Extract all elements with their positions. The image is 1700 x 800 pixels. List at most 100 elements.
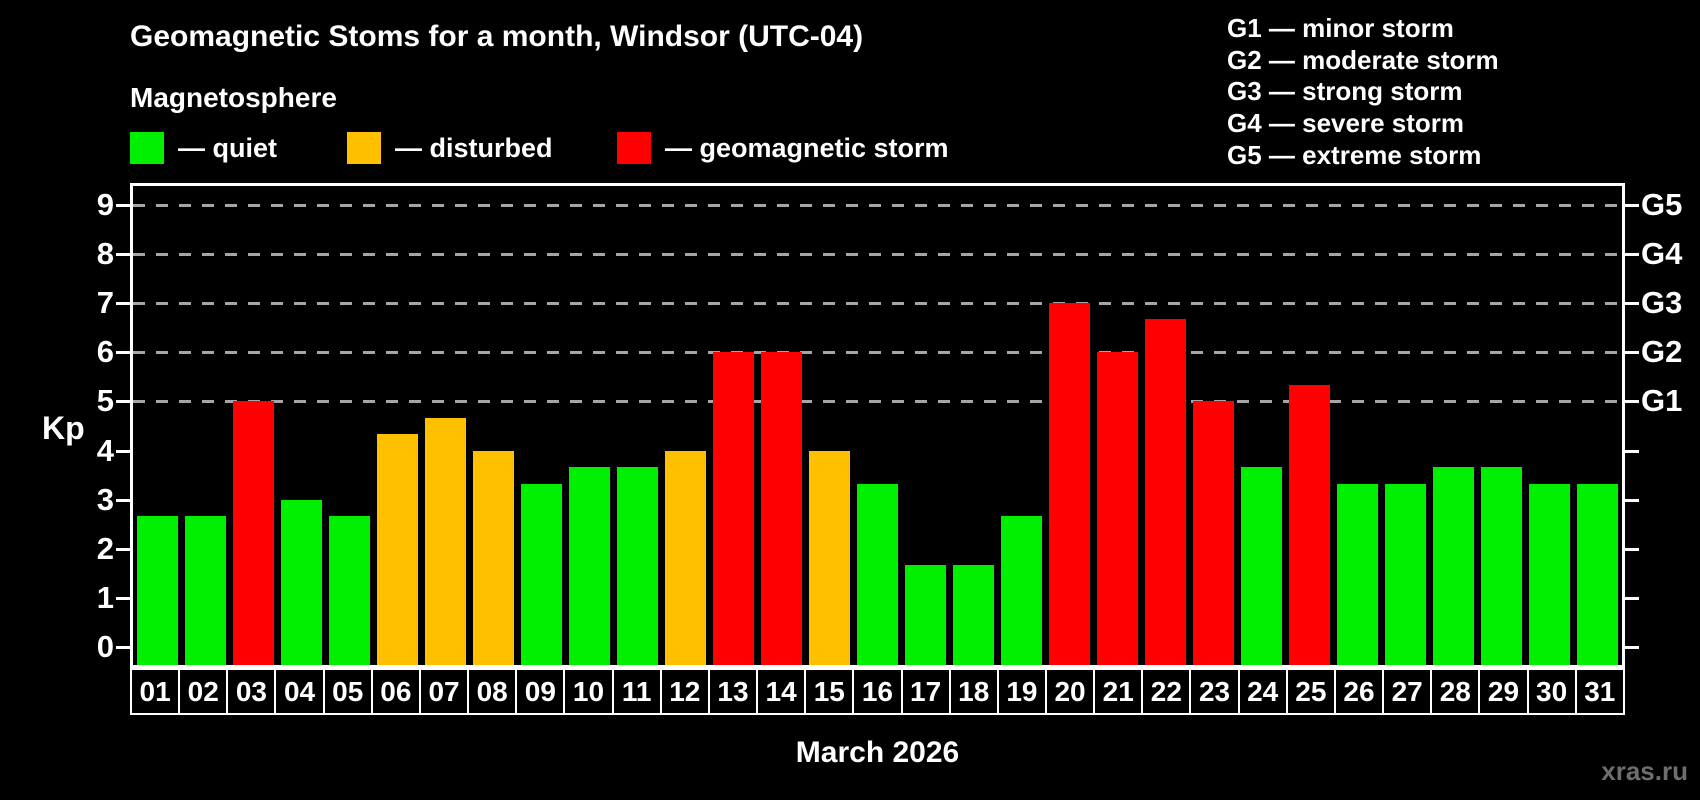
disturbed-color-swatch [347,132,381,164]
day-label-13: 13 [709,670,759,713]
day-label-11: 11 [613,670,662,713]
day-label-26: 26 [1335,670,1385,713]
y-tick-label-6: 6 [96,334,114,370]
day-label-04: 04 [276,670,325,713]
y-tick-label-0: 0 [96,629,114,665]
day-label-27: 27 [1384,670,1433,713]
left-axis-tick-8 [116,252,130,256]
legend-storm-label: — geomagnetic storm [665,132,949,163]
bar-day-25 [1289,385,1331,665]
day-label-10: 10 [565,670,614,713]
right-axis-tick-4 [1625,449,1639,453]
right-axis-tick-7 [1625,302,1639,306]
bar-day-10 [568,466,610,665]
day-label-08: 08 [469,670,518,713]
bar-day-27 [1385,483,1427,665]
day-label-20: 20 [1046,670,1096,713]
bar-day-28 [1433,466,1475,665]
x-axis-title: March 2026 [795,736,960,769]
right-axis-tick-5 [1625,400,1639,404]
day-label-29: 29 [1480,670,1529,713]
bar-day-21 [1097,352,1139,665]
day-label-02: 02 [180,670,229,713]
right-axis-label-g1: G1 [1641,383,1683,419]
left-axis-tick-6 [116,351,130,355]
day-label-22: 22 [1143,670,1192,713]
y-tick-label-5: 5 [96,383,114,419]
bar-day-13 [712,352,754,665]
bar-day-20 [1049,303,1091,665]
y-tick-label-8: 8 [96,235,114,271]
day-label-28: 28 [1432,670,1481,713]
y-tick-label-4: 4 [96,432,114,468]
right-axis-tick-6 [1625,351,1639,355]
bar-day-26 [1337,483,1379,665]
bar-day-07 [424,417,466,665]
day-label-12: 12 [661,670,710,713]
left-axis-tick-7 [116,302,130,306]
left-axis-tick-9 [116,203,130,207]
g-legend-line-g5: G5 — extreme storm [1227,139,1482,170]
day-label-23: 23 [1191,670,1240,713]
day-label-05: 05 [324,670,373,713]
bar-day-29 [1481,466,1523,665]
right-axis-label-g5: G5 [1641,186,1683,222]
legend-item-storm: — geomagnetic storm [617,131,949,165]
day-label-21: 21 [1095,670,1144,713]
y-tick-label-9: 9 [96,186,114,222]
bar-day-12 [664,450,706,665]
left-axis-tick-0 [116,646,130,650]
right-axis-label-g2: G2 [1641,334,1683,370]
left-axis-tick-3 [116,498,130,502]
g-legend-line-g3: G3 — strong storm [1227,76,1463,107]
left-axis-tick-2 [116,547,130,551]
day-label-01: 01 [132,670,181,713]
bar-day-05 [328,516,370,665]
day-label-31: 31 [1576,670,1623,713]
gridline-kp5 [133,400,1622,404]
legend-item-disturbed: — disturbed [347,131,553,165]
bar-day-24 [1241,466,1283,665]
bar-day-09 [520,483,562,665]
day-label-07: 07 [420,670,470,713]
right-axis-tick-1 [1625,597,1639,601]
left-axis-tick-1 [116,597,130,601]
bar-day-01 [136,516,178,665]
day-label-06: 06 [372,670,421,713]
bar-day-15 [808,450,850,665]
left-axis-tick-5 [116,400,130,404]
y-tick-label-1: 1 [96,580,114,616]
bar-day-08 [472,450,514,665]
bar-day-18 [953,565,995,665]
day-label-24: 24 [1239,670,1288,713]
day-label-18: 18 [950,670,999,713]
gridline-kp8 [133,252,1622,256]
y-axis-title: Kp [42,410,85,446]
y-tick-label-2: 2 [96,530,114,566]
storm-color-swatch [617,132,651,164]
bar-day-04 [280,499,322,665]
y-tick-label-3: 3 [96,481,114,517]
g-legend-line-g4: G4 — severe storm [1227,108,1465,139]
day-label-14: 14 [758,670,807,713]
bar-day-19 [1001,516,1043,665]
gridline-kp7 [133,302,1622,306]
day-label-25: 25 [1287,670,1336,713]
day-label-30: 30 [1528,670,1577,713]
day-label-15: 15 [806,670,855,713]
bar-day-14 [760,352,802,665]
left-axis-tick-4 [116,449,130,453]
quiet-color-swatch [130,132,164,164]
right-axis-tick-3 [1625,498,1639,502]
right-axis-tick-2 [1625,547,1639,551]
watermark: xras.ru [1601,756,1688,786]
legend-disturbed-label: — disturbed [395,132,553,163]
bar-day-22 [1145,319,1187,665]
bar-day-23 [1193,401,1235,665]
g-scale-legend: G1 — minor storm G2 — moderate storm G3 … [1227,13,1499,172]
gridline-kp9 [133,203,1622,207]
right-axis-tick-0 [1625,646,1639,650]
bar-day-17 [905,565,947,665]
x-axis-day-labels: 01 02 03 04 05 06 07 08 09 10 11 12 13 14 15 16 17 18 19 20… [130,668,1625,715]
g-legend-line-g1: G1 — minor storm [1227,13,1454,43]
